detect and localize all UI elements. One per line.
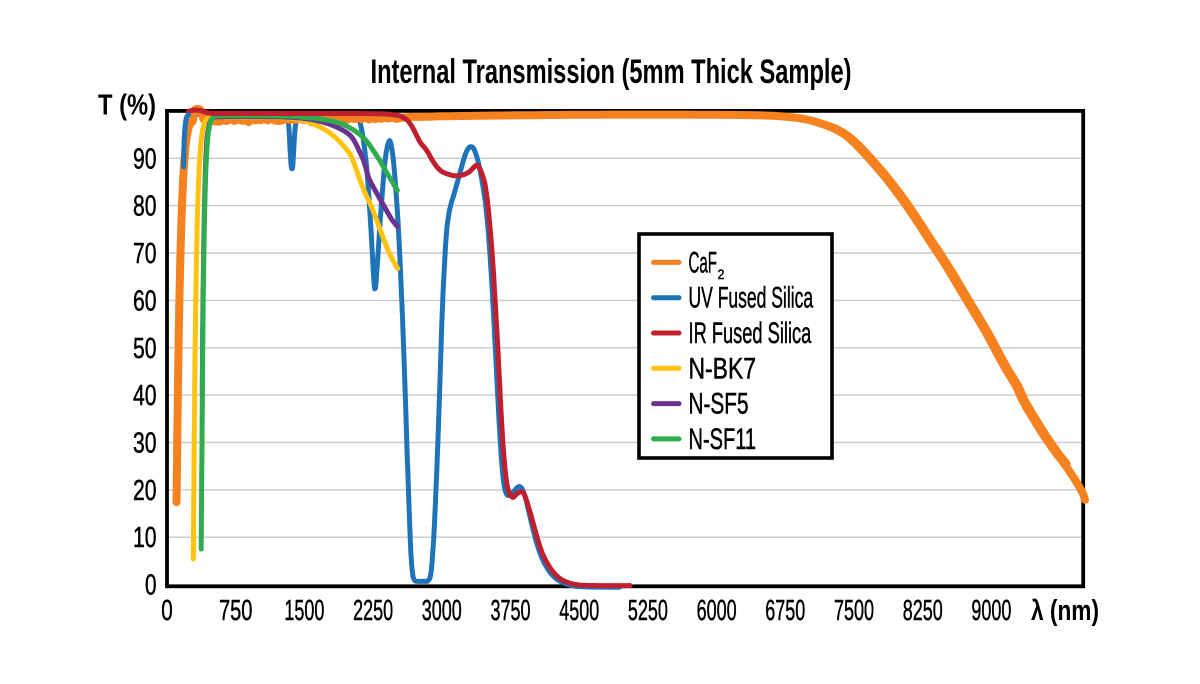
- svg-text:0: 0: [145, 570, 157, 602]
- svg-text:20: 20: [133, 475, 157, 507]
- svg-text:4500: 4500: [559, 595, 599, 627]
- svg-text:80: 80: [133, 191, 157, 223]
- svg-text:N-BK7: N-BK7: [689, 352, 757, 385]
- svg-text:N-SF5: N-SF5: [689, 388, 749, 421]
- svg-text:750: 750: [219, 595, 253, 627]
- svg-text:3000: 3000: [422, 595, 462, 627]
- svg-text:10: 10: [133, 522, 157, 554]
- svg-text:2250: 2250: [353, 595, 393, 627]
- svg-text:3750: 3750: [491, 595, 531, 627]
- svg-text:90: 90: [133, 143, 157, 175]
- svg-text:30: 30: [133, 428, 157, 460]
- svg-text:IR Fused Silica: IR Fused Silica: [689, 317, 812, 350]
- svg-text:N-SF11: N-SF11: [689, 423, 757, 456]
- svg-text:70: 70: [133, 238, 157, 270]
- svg-text:6000: 6000: [697, 595, 737, 627]
- svg-text:1500: 1500: [284, 595, 324, 627]
- svg-text:9000: 9000: [971, 595, 1011, 627]
- svg-text:0: 0: [161, 595, 173, 627]
- svg-text:Internal Transmission (5mm Thi: Internal Transmission (5mm Thick Sample): [371, 53, 852, 91]
- svg-text:UV Fused Silica: UV Fused Silica: [689, 282, 814, 315]
- svg-text:5250: 5250: [628, 595, 668, 627]
- svg-text:λ (nm): λ (nm): [1031, 595, 1099, 627]
- svg-text:40: 40: [133, 380, 157, 412]
- svg-text:7500: 7500: [834, 595, 874, 627]
- svg-text:60: 60: [133, 285, 157, 317]
- svg-text:50: 50: [133, 333, 157, 365]
- svg-text:2: 2: [718, 266, 725, 282]
- svg-text:6750: 6750: [765, 595, 805, 627]
- svg-text:8250: 8250: [903, 595, 943, 627]
- svg-text:T (%): T (%): [98, 90, 156, 122]
- svg-text:CaF: CaF: [689, 246, 718, 279]
